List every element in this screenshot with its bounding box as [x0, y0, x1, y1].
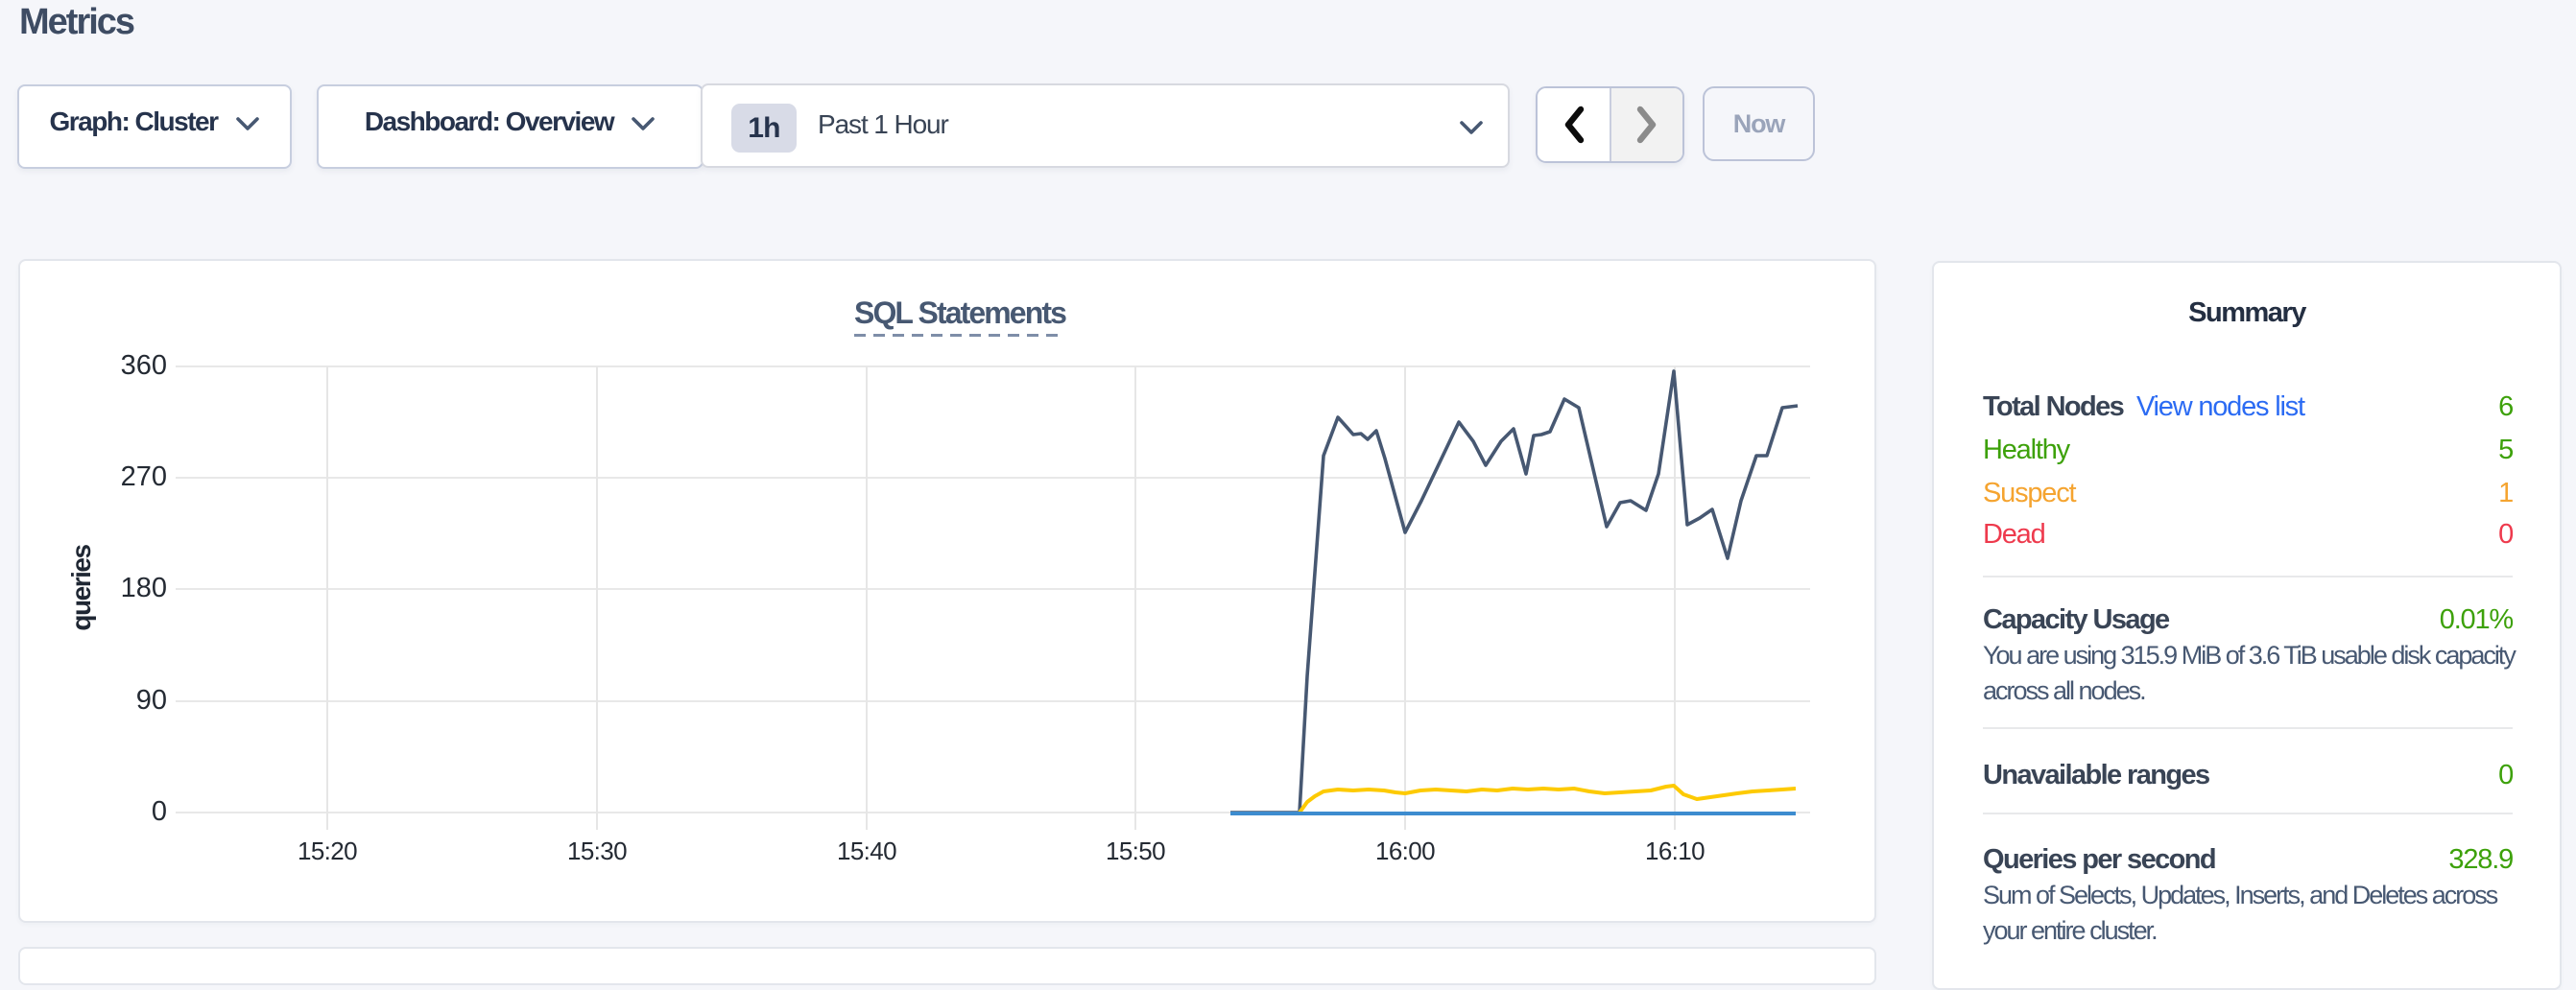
- svg-text:15:40: 15:40: [837, 837, 896, 865]
- svg-text:0: 0: [152, 796, 167, 827]
- svg-text:270: 270: [121, 461, 167, 492]
- svg-text:15:20: 15:20: [298, 837, 357, 865]
- svg-text:16:00: 16:00: [1375, 837, 1435, 865]
- svg-text:15:50: 15:50: [1106, 837, 1165, 865]
- svg-text:16:10: 16:10: [1645, 837, 1705, 865]
- svg-text:90: 90: [136, 685, 167, 716]
- svg-text:queries: queries: [66, 545, 96, 631]
- svg-text:360: 360: [121, 350, 167, 381]
- svg-text:15:30: 15:30: [567, 837, 627, 865]
- svg-text:180: 180: [121, 573, 167, 603]
